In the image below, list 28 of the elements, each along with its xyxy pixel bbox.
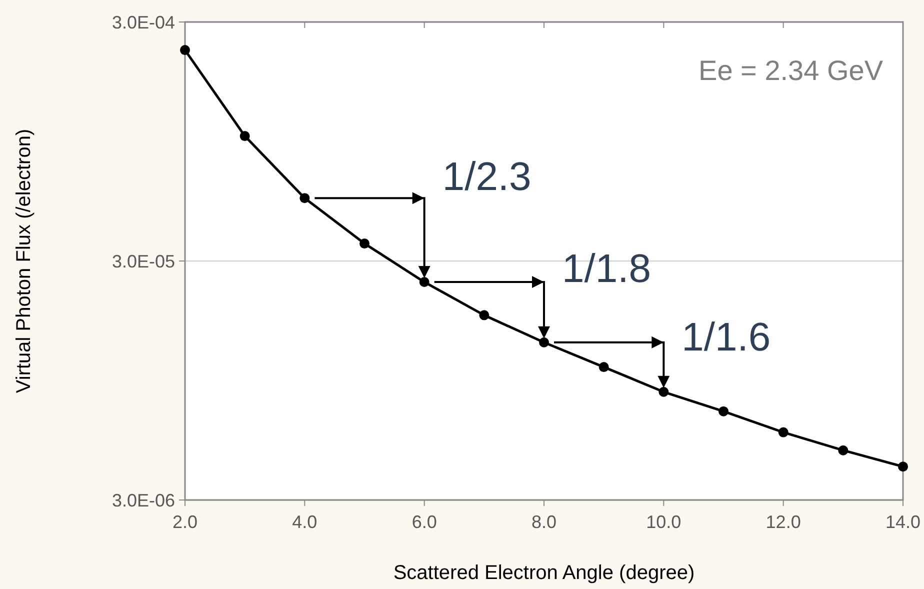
point [419,277,430,288]
point [658,386,669,397]
point [778,427,788,438]
x-tick-label: 8.0 [531,512,557,532]
y-axis-title: Virtual Photon Flux (/electron) [13,128,35,394]
annotation: 1/1.6 [682,315,771,360]
x-tick-label: 4.0 [292,512,318,532]
point [300,193,310,204]
annotation: Ee = 2.34 GeV [698,55,884,86]
point [240,131,250,142]
point [180,45,190,56]
point [838,445,848,456]
x-tick-label: 14.0 [885,512,921,532]
point [479,310,490,320]
x-axis-title: Scattered Electron Angle (degree) [393,562,695,584]
x-tick-label: 2.0 [172,512,198,532]
x-tick-label: 10.0 [646,512,682,532]
y-tick-label: 3.0E-06 [112,490,175,510]
x-tick-label: 12.0 [766,512,801,532]
point [539,337,549,348]
annotation: 1/1.8 [562,247,651,292]
annotation: 1/2.3 [442,155,532,200]
y-tick-label: 3.0E-05 [112,251,175,272]
point [718,406,728,416]
point [598,362,609,372]
x-tick-label: 6.0 [412,512,437,532]
point [898,462,908,472]
y-tick-label: 3.0E-04 [112,12,175,32]
